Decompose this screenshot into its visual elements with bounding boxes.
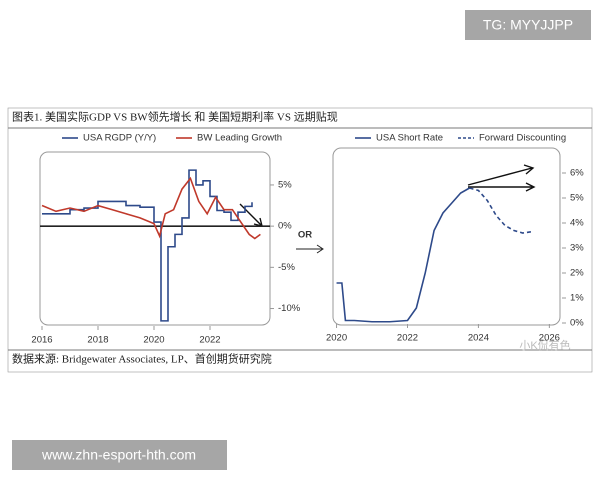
y-tick-label: 3% <box>570 243 584 254</box>
watermark-box <box>12 440 227 470</box>
y-tick-label: 2% <box>570 268 584 279</box>
watermark: TG: MYYJJPP <box>483 17 573 33</box>
source: 数据来源: Bridgewater Associates, LP、首创期货研究院 <box>12 352 272 366</box>
series-line <box>42 169 253 322</box>
annotation-arrow <box>239 203 263 227</box>
series-line <box>469 187 532 234</box>
connector-arrow <box>296 244 324 254</box>
x-tick-label: 2018 <box>87 335 108 346</box>
legend-label: Forward Discounting <box>479 133 566 144</box>
y-tick-label: 1% <box>570 293 584 304</box>
x-tick-label: 2020 <box>143 335 164 346</box>
x-tick-label: 2026 <box>539 333 560 344</box>
x-tick-label: 2024 <box>468 333 489 344</box>
figure-title: 图表1. 美国实际GDP VS BW领先增长 和 美国短期利率 VS 远期贴现 <box>12 110 338 124</box>
legend-label: BW Leading Growth <box>197 133 282 144</box>
plot-frame <box>332 147 561 326</box>
watermark: 小K侃有色 <box>519 338 570 352</box>
y-tick-label: 5% <box>278 179 292 190</box>
annotation-arrow <box>467 164 536 192</box>
frame <box>7 107 593 373</box>
y-tick-label: 5% <box>570 193 584 204</box>
y-tick-label: 6% <box>570 168 584 179</box>
legend-label: USA Short Rate <box>376 133 443 144</box>
x-tick-label: 2020 <box>326 333 347 344</box>
y-tick-label: -10% <box>278 303 301 314</box>
x-tick-label: 2022 <box>397 333 418 344</box>
x-tick-label: 2022 <box>199 335 220 346</box>
series-line <box>336 187 470 323</box>
y-tick-label: 0% <box>278 221 292 232</box>
connector-label: OR <box>298 230 312 241</box>
plot-frame <box>39 151 271 326</box>
y-tick-label: -5% <box>278 262 295 273</box>
x-tick-label: 2016 <box>31 335 52 346</box>
legend-label: USA RGDP (Y/Y) <box>83 133 156 144</box>
watermark-box <box>465 10 591 40</box>
y-tick-label: 0% <box>570 318 584 329</box>
watermark: www.zhn-esport-hth.com <box>41 447 196 463</box>
series-line <box>41 176 261 240</box>
y-tick-label: 4% <box>570 218 584 229</box>
